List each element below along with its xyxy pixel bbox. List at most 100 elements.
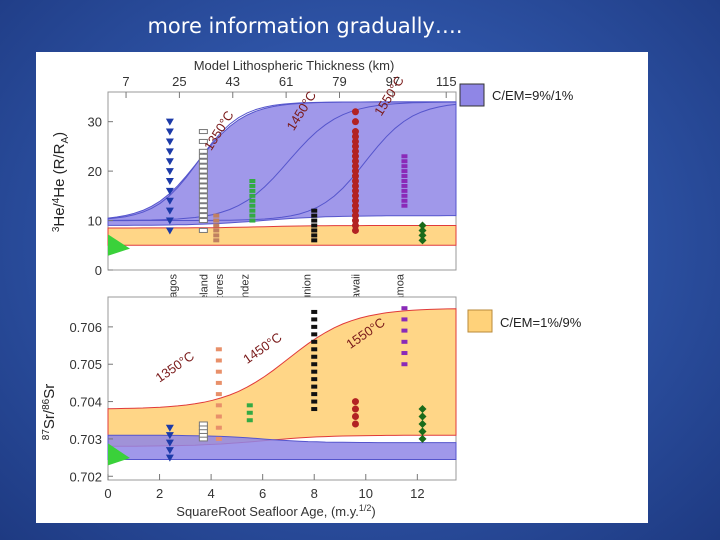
bottom-axis-label-main: SquareRoot Seafloor Age, (m.y. bbox=[176, 504, 359, 519]
legend-upper-label: C/EM=9%/1% bbox=[492, 88, 574, 103]
top-tick-label: 7 bbox=[122, 74, 129, 89]
lower-point-hawaii bbox=[351, 413, 359, 421]
upper-point-azores bbox=[213, 228, 220, 233]
lower-ylabel-sup2: 86 bbox=[41, 398, 52, 410]
bottom-xtick-label: 4 bbox=[207, 486, 214, 501]
lower-point-azores bbox=[215, 380, 222, 385]
upper-point-j-fernandez bbox=[249, 203, 256, 208]
legend-lower-swatch bbox=[467, 309, 493, 333]
lower-point-azores bbox=[215, 369, 222, 374]
lower-point-j-fernandez bbox=[246, 403, 253, 408]
legend-lower-label: C/EM=1%/9% bbox=[500, 315, 582, 330]
upper-point-j-fernandez bbox=[249, 218, 256, 223]
lower-point-galapagos bbox=[165, 454, 174, 462]
upper-point-hawaii bbox=[351, 162, 359, 170]
upper-point-galapagos bbox=[165, 187, 174, 195]
upper-ytick-label: 0 bbox=[95, 263, 102, 278]
upper-point-hawaii bbox=[351, 222, 359, 229]
lower-ylabel-t1: Sr/ bbox=[41, 409, 58, 429]
upper-point-hawaii bbox=[351, 202, 359, 210]
top-tick-label: 61 bbox=[279, 74, 293, 89]
upper-point-samoa bbox=[401, 169, 408, 174]
upper-point-j-fernandez bbox=[249, 188, 256, 193]
lower-point-other bbox=[418, 405, 427, 414]
upper-point-hawaii bbox=[351, 133, 359, 140]
lower-point-samoa bbox=[401, 328, 408, 333]
upper-point-galapagos bbox=[165, 227, 174, 235]
upper-point-azores bbox=[213, 233, 220, 238]
upper-point-iceland bbox=[198, 138, 208, 144]
lower-ytick-label: 0.703 bbox=[69, 432, 102, 447]
lower-point-azores bbox=[215, 392, 222, 397]
upper-ylabel-t3: ) bbox=[51, 132, 68, 137]
lower-ytick-label: 0.706 bbox=[69, 320, 102, 335]
upper-point-iceland bbox=[198, 218, 208, 224]
upper-point-galapagos bbox=[165, 207, 174, 215]
upper-point-hawaii bbox=[351, 167, 359, 175]
upper-point-samoa bbox=[401, 203, 408, 208]
lower-point-reunion bbox=[311, 347, 318, 352]
upper-point-other bbox=[418, 231, 427, 240]
upper-point-iceland bbox=[198, 208, 208, 214]
lower-ytick-label: 0.705 bbox=[69, 357, 102, 372]
upper-point-galapagos bbox=[165, 148, 174, 156]
lower-point-azores bbox=[215, 425, 222, 430]
upper-point-samoa bbox=[401, 179, 408, 183]
lower-green-histogram bbox=[108, 443, 130, 466]
upper-ylabel-sub: A bbox=[60, 137, 71, 144]
top-axis-label: Model Lithospheric Thickness (km) bbox=[194, 58, 395, 73]
lower-point-reunion bbox=[311, 369, 318, 374]
upper-point-iceland bbox=[198, 227, 208, 233]
lower-point-azores bbox=[215, 403, 222, 408]
lower-ytick-label: 0.704 bbox=[69, 395, 102, 410]
upper-point-other bbox=[418, 221, 427, 230]
lower-point-hawaii bbox=[351, 420, 359, 428]
upper-point-galapagos bbox=[165, 197, 174, 205]
bottom-xtick-label: 0 bbox=[104, 486, 111, 501]
lower-ytick-label: 0.702 bbox=[69, 469, 102, 484]
lower-point-reunion bbox=[311, 309, 318, 314]
upper-ytick-label: 20 bbox=[88, 164, 102, 179]
upper-point-iceland bbox=[198, 173, 208, 179]
upper-point-iceland bbox=[198, 168, 208, 174]
upper-point-hawaii bbox=[351, 182, 359, 190]
upper-point-samoa bbox=[401, 198, 408, 203]
lower-point-samoa bbox=[401, 306, 408, 311]
upper-point-azores bbox=[213, 213, 220, 218]
upper-point-galapagos bbox=[165, 118, 174, 126]
top-tick-label: 79 bbox=[332, 74, 346, 89]
upper-point-galapagos bbox=[165, 178, 174, 185]
upper-point-j-fernandez bbox=[249, 208, 256, 213]
upper-point-iceland bbox=[198, 178, 208, 184]
upper-point-iceland bbox=[198, 183, 208, 189]
upper-point-j-fernandez bbox=[249, 183, 256, 188]
lower-ylabel-t2: Sr bbox=[41, 384, 58, 399]
upper-point-galapagos bbox=[165, 138, 174, 146]
lower-point-hawaii bbox=[351, 398, 359, 406]
upper-point-iceland bbox=[198, 158, 208, 164]
upper-temp-curve bbox=[108, 101, 456, 221]
upper-point-iceland bbox=[198, 193, 208, 199]
lower-point-reunion bbox=[311, 362, 318, 367]
lower-point-samoa bbox=[401, 351, 408, 356]
upper-point-hawaii bbox=[351, 212, 359, 220]
upper-point-iceland bbox=[198, 213, 208, 219]
upper-point-j-fernandez bbox=[249, 213, 256, 218]
chart-svg: Model Lithospheric Thickness (km) 0 10 20 3… bbox=[41, 58, 582, 519]
upper-ytick-label: 30 bbox=[88, 115, 102, 130]
upper-point-reunion bbox=[311, 228, 318, 233]
bottom-axis-label-tail: ) bbox=[371, 504, 375, 519]
lower-point-reunion bbox=[311, 384, 318, 389]
bottom-xtick-label: 10 bbox=[359, 486, 373, 501]
upper-point-hawaii bbox=[351, 157, 359, 165]
lower-point-reunion bbox=[311, 339, 318, 344]
bottom-axis-label-sup: 1/2 bbox=[359, 503, 372, 513]
upper-point-other bbox=[418, 236, 427, 245]
upper-point-hawaii bbox=[351, 108, 359, 116]
upper-point-hawaii bbox=[351, 147, 359, 155]
lower-ylabel: 87Sr/86Sr bbox=[41, 384, 58, 440]
upper-point-samoa bbox=[401, 193, 408, 198]
upper-green-histogram bbox=[108, 234, 130, 256]
lower-point-reunion bbox=[311, 354, 318, 359]
upper-temp-curve bbox=[107, 101, 456, 220]
